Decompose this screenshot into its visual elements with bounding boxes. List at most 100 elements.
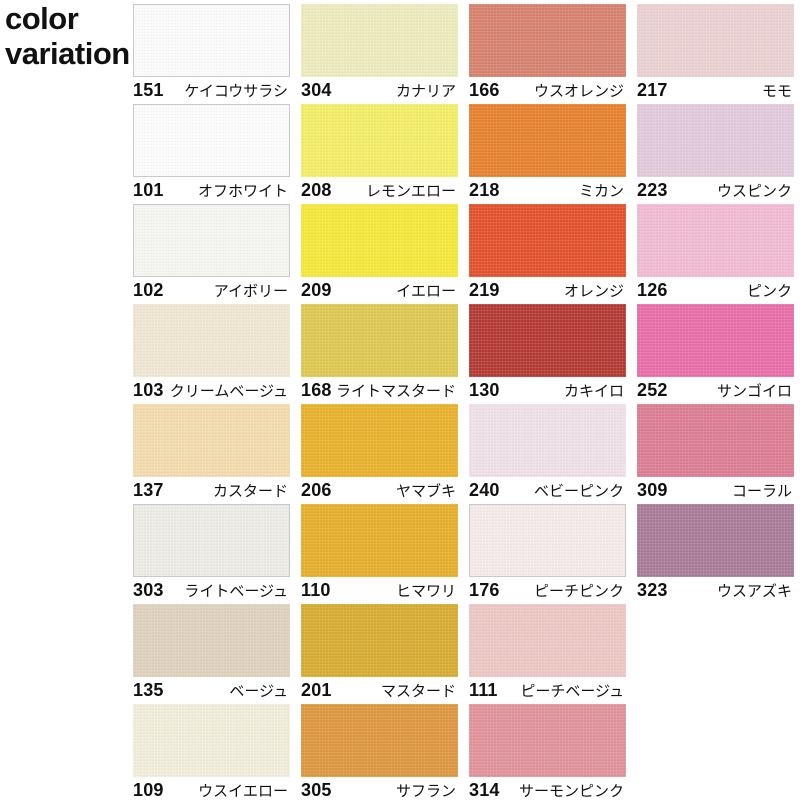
swatch-name: マスタード [380,683,456,700]
swatch-label: 166 ウスオレンジ [469,80,626,101]
fabric-swatch [301,604,458,677]
swatch-code: 323 [637,580,668,600]
swatch-code: 130 [469,380,500,400]
swatch-code: 168 [301,380,332,400]
swatch-cell: 137 カスタード [133,400,290,500]
swatch-cell: 218 ミカン [469,100,626,200]
swatch-name: ウスアズキ [716,583,792,600]
swatch-code: 309 [637,480,668,500]
swatch-name: ウスオレンジ [533,83,624,100]
swatch-label: 102 アイボリー [133,280,290,301]
fabric-swatch [469,404,626,477]
fabric-swatch [469,504,626,577]
swatch-label: 110 ヒマワリ [301,580,458,601]
swatch-name: ミカン [578,183,624,200]
fabric-swatch [133,404,290,477]
fabric-swatch [301,304,458,377]
swatch-code: 111 [469,680,498,700]
swatch-label: 151 ケイコウサラシ [133,80,290,101]
swatch-name: サーモンピンク [518,783,624,800]
swatch-label: 314 サーモンピンク [469,780,626,801]
swatch-name: コーラル [731,483,792,500]
swatch-name: ベビーピンク [533,483,624,500]
swatch-code: 223 [637,180,668,200]
swatch-cell: 130 カキイロ [469,300,626,400]
swatch-name: イエロー [396,283,456,300]
swatch-label: 109 ウスイエロー [133,780,290,801]
swatch-label: 223 ウスピンク [637,180,794,201]
swatch-label: 168 ライトマスタード [301,380,458,401]
swatch-cell: 135 ベージュ [133,600,290,700]
fabric-swatch [133,504,290,577]
swatch-cell: 208 レモンエロー [301,100,458,200]
fabric-swatch [133,604,290,677]
swatch-name: レモンエロー [365,183,456,200]
swatch-label: 309 コーラル [637,480,794,501]
swatch-grid: 151 ケイコウサラシ 304 カナリア 166 ウスオレンジ 217 モモ 1… [133,0,794,800]
swatch-name: クリームベージュ [169,383,288,400]
swatch-name: オフホワイト [197,183,288,200]
swatch-label: 103 クリームベージュ [133,380,290,401]
fabric-swatch [301,404,458,477]
swatch-code: 137 [133,480,164,500]
swatch-label: 217 モモ [637,80,794,101]
swatch-code: 109 [133,780,164,800]
fabric-swatch [637,304,794,377]
swatch-name: ピンク [746,283,792,300]
swatch-label: 126 ピンク [637,280,794,301]
fabric-swatch [637,504,794,577]
swatch-cell: 240 ベビーピンク [469,400,626,500]
swatch-cell: 209 イエロー [301,200,458,300]
swatch-label: 219 オレンジ [469,280,626,301]
swatch-label: 206 ヤマブキ [301,480,458,501]
swatch-name: サフラン [395,783,456,800]
swatch-name: カナリア [395,83,456,100]
swatch-label: 240 ベビーピンク [469,480,626,501]
swatch-name: ピーチベージュ [520,683,624,700]
page-title-line1: color [5,1,79,36]
swatch-code: 304 [301,80,332,100]
fabric-swatch [637,404,794,477]
swatch-code: 219 [469,280,500,300]
swatch-code: 102 [133,280,164,300]
swatch-cell: 303 ライトベージュ [133,500,290,600]
swatch-cell: 223 ウスピンク [637,100,794,200]
fabric-swatch [133,104,290,177]
fabric-swatch [301,504,458,577]
swatch-cell: 305 サフラン [301,700,458,800]
swatch-code: 166 [469,80,500,100]
swatch-code: 103 [133,380,164,400]
swatch-code: 208 [301,180,332,200]
swatch-code: 151 [133,80,164,100]
swatch-label: 176 ピーチピンク [469,580,626,601]
swatch-cell: 109 ウスイエロー [133,700,290,800]
swatch-name: ケイコウサラシ [184,83,288,100]
swatch-code: 305 [301,780,332,800]
page-title: color variation [5,1,130,71]
fabric-swatch [301,704,458,777]
swatch-cell: 217 モモ [637,0,794,100]
swatch-cell: 309 コーラル [637,400,794,500]
fabric-swatch [469,604,626,677]
swatch-name: アイボリー [213,283,288,300]
fabric-swatch [469,304,626,377]
swatch-cell: 252 サンゴイロ [637,300,794,400]
swatch-code: 101 [133,180,164,200]
fabric-swatch [469,704,626,777]
swatch-name: ライトベージュ [184,583,288,600]
swatch-cell: 101 オフホワイト [133,100,290,200]
swatch-cell: 168 ライトマスタード [301,300,458,400]
swatch-code: 206 [301,480,332,500]
swatch-name: サンゴイロ [716,383,792,400]
fabric-swatch [469,104,626,177]
swatch-label: 137 カスタード [133,480,290,501]
swatch-name: オレンジ [563,283,624,300]
swatch-cell: 103 クリームベージュ [133,300,290,400]
swatch-name: ピーチピンク [533,583,624,600]
fabric-swatch [133,304,290,377]
swatch-cell: 304 カナリア [301,0,458,100]
swatch-code: 176 [469,580,500,600]
fabric-swatch [133,204,290,277]
swatch-name: カキイロ [563,383,624,400]
fabric-swatch [637,104,794,177]
